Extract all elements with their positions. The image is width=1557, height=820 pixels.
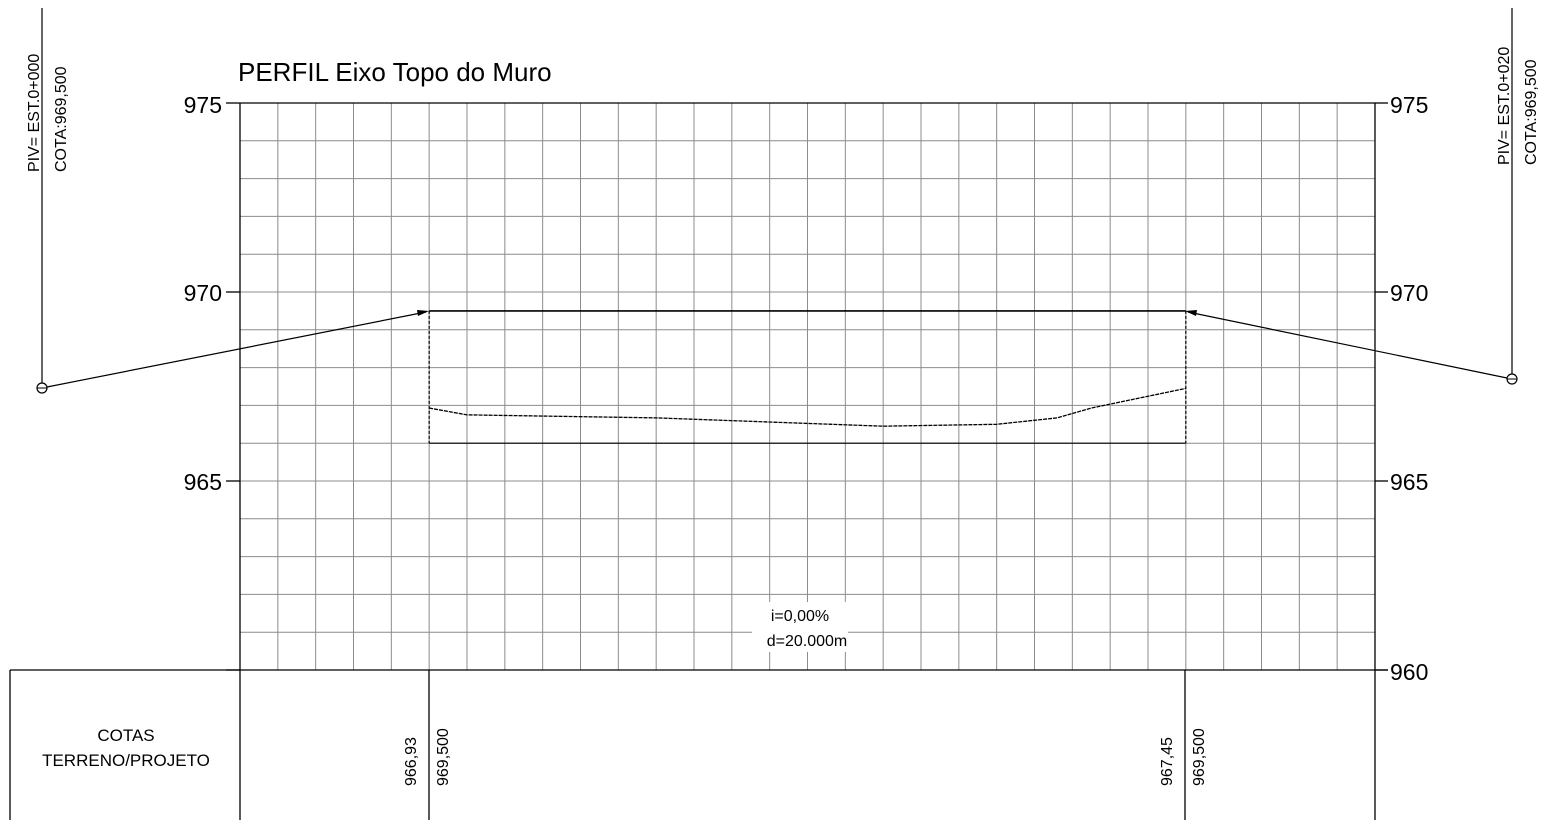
table-label-line2: TERRENO/PROJETO	[42, 751, 210, 770]
elevation-label-965-left: 965	[184, 469, 222, 495]
station-values: 966,93 969,500 967,45 969,500	[403, 728, 1208, 786]
piv-left-label: PIV= EST.0+000	[26, 54, 43, 172]
piv-left-cota: COTA:969,500	[53, 66, 70, 172]
elevation-ticks	[226, 102, 1388, 671]
terrain-elevation-value: 966,93	[403, 737, 420, 786]
frame	[9, 103, 1388, 820]
elevation-label-975-left: 975	[184, 92, 222, 118]
terrain-line	[429, 387, 1186, 427]
piv-right-cota: COTA:969,500	[1523, 59, 1540, 165]
piv-right-arrowhead	[1185, 310, 1197, 316]
piv-right-label: PIV= EST.0+020	[1496, 47, 1513, 165]
elevation-label-970-right: 970	[1390, 280, 1428, 306]
elevation-label-960-right: 960	[1390, 659, 1428, 685]
table-label-line1: COTAS	[97, 726, 154, 745]
elevation-labels-left: 975 970 965	[184, 92, 222, 495]
profile-geometry	[428, 310, 1187, 444]
piv-left-marker: PIV= EST.0+000 COTA:969,500	[26, 8, 429, 394]
elevation-labels-right: 975 970 965 960	[1390, 92, 1428, 685]
grade-distance-label: d=20.000m	[767, 633, 848, 650]
project-elevation-value: 969,500	[1191, 728, 1208, 786]
elevation-label-970-left: 970	[184, 280, 222, 306]
grade-annotation: i=0,00% d=20.000m	[752, 602, 848, 652]
elevation-label-975-right: 975	[1390, 92, 1428, 118]
table-row-label: COTAS TERRENO/PROJETO	[42, 726, 210, 770]
elevation-label-965-right: 965	[1390, 469, 1428, 495]
terrain-elevation-value: 967,45	[1159, 737, 1176, 786]
piv-left-arrowhead	[417, 310, 429, 316]
profile-title: PERFIL Eixo Topo do Muro	[238, 57, 552, 87]
piv-right-marker: PIV= EST.0+020 COTA:969,500	[1185, 8, 1540, 385]
grid	[239, 102, 1376, 671]
project-elevation-value: 969,500	[435, 728, 452, 786]
grade-slope-label: i=0,00%	[771, 608, 829, 625]
